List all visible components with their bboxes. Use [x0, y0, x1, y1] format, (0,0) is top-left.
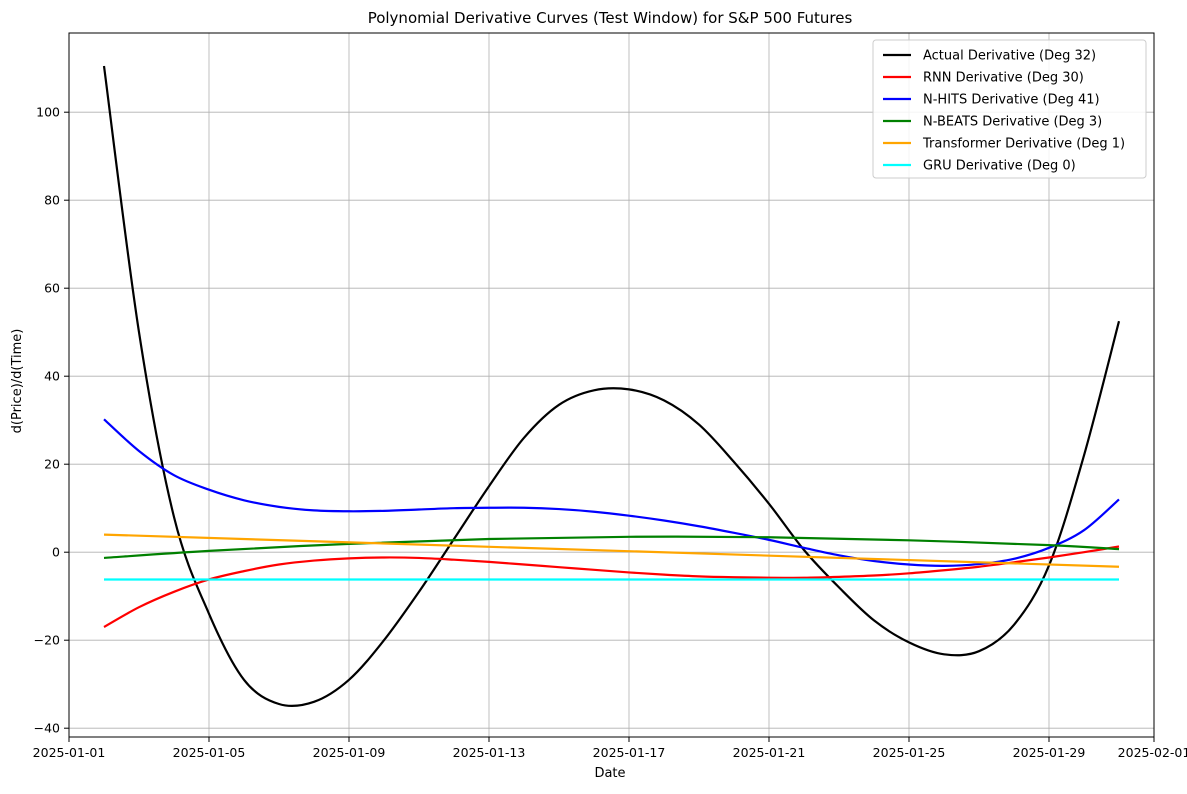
legend-entry-label: N-HITS Derivative (Deg 41) — [923, 93, 1100, 108]
y-tick-label: 0 — [52, 545, 60, 560]
y-axis-label: d(Price)/d(Time) — [10, 329, 25, 434]
legend-entry-label: N-BEATS Derivative (Deg 3) — [923, 115, 1102, 130]
y-tick-label: 80 — [44, 193, 60, 208]
series-layer — [102, 65, 1121, 708]
series-line-0 — [102, 65, 1121, 708]
x-tick-label: 2025-01-13 — [453, 745, 526, 760]
grid-layer — [68, 33, 1155, 737]
chart-title: Polynomial Derivative Curves (Test Windo… — [368, 9, 853, 27]
legend-entry-label: Actual Derivative (Deg 32) — [923, 49, 1096, 64]
legend-entry-label: Transformer Derivative (Deg 1) — [922, 137, 1125, 152]
x-tick-label: 2025-01-09 — [313, 745, 386, 760]
x-tick-label: 2025-01-01 — [33, 745, 106, 760]
x-tick-label: 2025-01-25 — [873, 745, 946, 760]
tick-layer: 2025-01-01 2025-01-05 2025-01-09 2025-01-13… — [33, 105, 1187, 760]
x-tick-label: 2025-01-29 — [1013, 745, 1086, 760]
x-tick-label: 2025-01-05 — [173, 745, 246, 760]
y-tick-label: 100 — [36, 105, 60, 120]
legend-box — [872, 39, 1147, 179]
x-tick-label: 2025-02-01 — [1118, 745, 1187, 760]
y-tick-label: 60 — [44, 281, 60, 296]
plot-frame — [68, 32, 1155, 738]
legend: Actual Derivative (Deg 32) RNN Derivative… — [872, 39, 1147, 179]
series-line-1 — [103, 545, 1120, 628]
x-tick-label: 2025-01-21 — [733, 745, 806, 760]
series-line-2 — [103, 418, 1120, 567]
y-tick-label: −40 — [34, 721, 60, 736]
series-line-3 — [103, 535, 1120, 560]
legend-entry-label: RNN Derivative (Deg 30) — [923, 71, 1084, 86]
legend-entry-label: GRU Derivative (Deg 0) — [923, 159, 1076, 174]
y-tick-label: 20 — [44, 457, 60, 472]
y-tick-label: 40 — [44, 369, 60, 384]
y-tick-label: −20 — [34, 633, 60, 648]
x-axis-label: Date — [594, 766, 625, 781]
series-line-4 — [103, 533, 1120, 568]
x-tick-label: 2025-01-17 — [593, 745, 666, 760]
